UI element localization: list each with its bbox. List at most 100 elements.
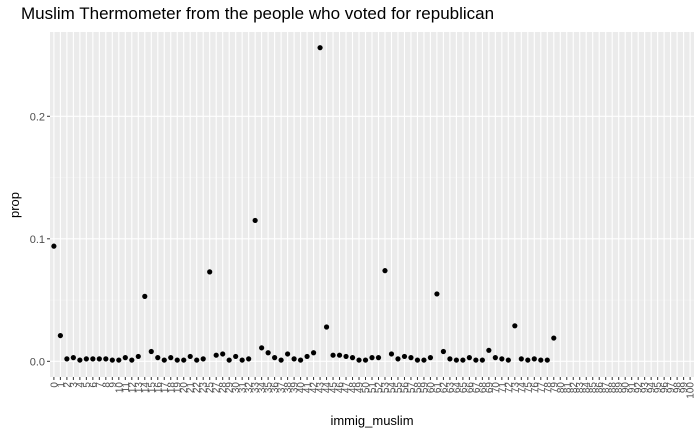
data-point — [538, 357, 544, 363]
x-tick-label: 39 — [290, 382, 301, 394]
x-tick-label: 64 — [452, 382, 463, 394]
data-point — [207, 269, 213, 275]
x-tick-label: 21 — [186, 382, 197, 394]
x-tick-label: 75 — [523, 382, 534, 394]
x-tick-label: 95 — [653, 382, 664, 394]
data-point — [148, 348, 154, 355]
x-tick-label: 22 — [192, 382, 203, 394]
data-point — [362, 357, 369, 363]
data-point — [343, 353, 349, 360]
data-point — [252, 217, 258, 224]
x-tick-label: 92 — [634, 382, 645, 394]
x-tick-label: 35 — [264, 382, 275, 394]
data-point — [213, 352, 219, 358]
x-tick-label: 0 — [49, 382, 60, 388]
x-tick-label: 48 — [348, 382, 359, 394]
x-tick-label: 91 — [627, 382, 638, 394]
x-tick-label: 43 — [316, 382, 327, 394]
x-tick-label: 67 — [471, 382, 482, 394]
x-tick-label: 45 — [329, 382, 340, 394]
x-tick-label: 38 — [283, 382, 294, 394]
data-point — [272, 355, 278, 361]
data-point — [200, 356, 206, 362]
x-tick-label: 20 — [179, 382, 190, 394]
x-tick-label: 81 — [562, 382, 573, 394]
data-point — [187, 353, 193, 360]
x-tick-label: 74 — [517, 382, 528, 394]
x-tick-label: 55 — [393, 382, 404, 394]
data-point — [83, 356, 89, 362]
x-tick-label: 29 — [225, 382, 236, 394]
data-point — [499, 356, 505, 362]
x-tick-label: 58 — [413, 382, 424, 394]
x-tick-label: 79 — [549, 382, 560, 394]
data-point — [531, 356, 537, 362]
x-tick-label: 34 — [257, 382, 268, 394]
data-point — [401, 353, 408, 360]
data-point — [466, 355, 472, 361]
data-point — [161, 357, 167, 363]
x-tick-label: 37 — [277, 382, 288, 394]
x-tick-label: 31 — [238, 382, 249, 394]
x-tick-label: 6 — [88, 382, 99, 388]
data-point — [473, 357, 479, 363]
data-point — [226, 357, 232, 363]
data-point — [64, 356, 70, 362]
data-point — [109, 357, 115, 363]
data-point — [116, 357, 122, 363]
data-point — [440, 348, 447, 355]
data-point — [77, 357, 83, 363]
data-point — [310, 350, 317, 356]
x-tick-label: 10 — [114, 382, 125, 394]
data-point — [57, 332, 63, 339]
x-tick-label: 9 — [108, 382, 119, 388]
data-point — [336, 352, 343, 358]
x-tick-label: 42 — [309, 382, 320, 394]
y-axis: 0.0 0.1 0.2 — [30, 111, 50, 368]
x-tick-label: 61 — [432, 382, 443, 394]
data-point — [239, 357, 245, 363]
x-tick-label: 4 — [75, 382, 86, 388]
data-point — [317, 45, 323, 51]
data-point — [246, 356, 252, 362]
x-tick-label: 54 — [387, 382, 398, 394]
x-tick-label: 69 — [484, 382, 495, 394]
data-point — [388, 351, 395, 357]
data-point — [323, 324, 330, 330]
data-point — [265, 350, 271, 356]
x-tick-label: 7 — [95, 382, 106, 388]
gridlines — [50, 32, 694, 377]
x-tick-label: 50 — [361, 382, 372, 394]
x-tick-label: 71 — [497, 382, 508, 394]
x-tick-label: 84 — [582, 382, 593, 394]
data-point — [460, 357, 466, 363]
data-point — [382, 268, 388, 274]
x-tick-label: 93 — [640, 382, 651, 394]
chart-title: Muslim Thermometer from the people who v… — [21, 4, 495, 23]
x-tick-label: 94 — [647, 382, 658, 394]
data-point — [330, 352, 336, 358]
data-point — [278, 357, 284, 363]
x-tick-label: 47 — [342, 382, 353, 394]
x-tick-label: 97 — [666, 382, 677, 394]
data-point — [70, 355, 76, 361]
data-point — [518, 356, 524, 362]
y-tick-label: 0.0 — [30, 356, 45, 368]
x-tick-label: 5 — [82, 382, 93, 388]
x-tick-label: 87 — [601, 382, 612, 394]
x-tick-label: 40 — [296, 382, 307, 394]
x-tick-label: 88 — [608, 382, 619, 394]
x-axis: 0123456789101112131415161718192021222325… — [49, 377, 697, 399]
y-tick-label: 0.2 — [30, 111, 45, 123]
x-tick-label: 90 — [621, 382, 632, 394]
data-point — [375, 355, 382, 361]
x-tick-label: 36 — [270, 382, 281, 394]
x-tick-label: 65 — [458, 382, 469, 394]
x-tick-label: 18 — [166, 382, 177, 394]
data-point — [291, 356, 297, 362]
x-tick-label: 2 — [62, 382, 73, 388]
x-tick-label: 83 — [575, 382, 586, 394]
x-tick-label: 32 — [244, 382, 255, 394]
data-point — [512, 323, 518, 329]
data-point — [414, 357, 421, 363]
